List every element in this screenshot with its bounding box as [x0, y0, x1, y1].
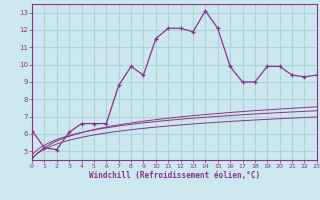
X-axis label: Windchill (Refroidissement éolien,°C): Windchill (Refroidissement éolien,°C)	[89, 171, 260, 180]
